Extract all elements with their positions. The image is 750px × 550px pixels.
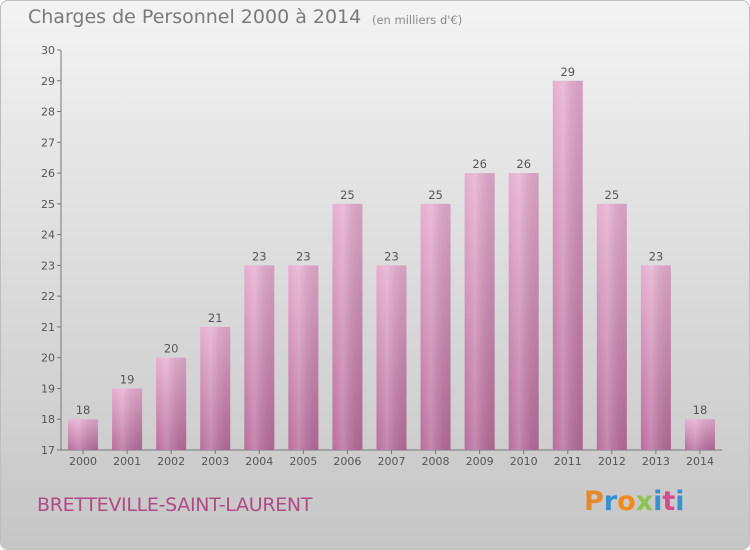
logo-letter: i [675, 486, 685, 517]
x-tick-label: 2004 [245, 455, 273, 468]
x-tick-label: 2013 [642, 455, 670, 468]
chart-unit-label: (en milliers d'€) [372, 13, 463, 27]
x-tick-label: 2009 [466, 455, 494, 468]
chart-title: Charges de Personnel 2000 à 2014 [28, 6, 362, 28]
bar-shading [596, 203, 627, 450]
bar-shading [244, 265, 275, 450]
bar-shading [420, 203, 451, 450]
bar-shading [464, 173, 495, 451]
y-tick-label: 26 [41, 167, 55, 180]
data-label: 29 [560, 65, 575, 79]
data-label: 23 [649, 249, 664, 263]
x-tick-label: 2002 [157, 455, 185, 468]
chart-axes: 17 18 19 20 21 22 23 24 25 26 27 28 29 30 2000 2001 2002… [41, 44, 722, 468]
x-tick-label: 2014 [686, 455, 714, 468]
bar-shading [200, 326, 231, 450]
y-tick-label: 18 [41, 413, 55, 426]
x-tick-label: 2005 [289, 455, 317, 468]
x-tick-label: 2008 [422, 455, 450, 468]
logo-letter: i [653, 486, 663, 517]
x-tick-label: 2007 [378, 455, 406, 468]
y-tick-label: 21 [41, 321, 55, 334]
data-label: 20 [164, 342, 179, 356]
bar-shading [112, 388, 143, 450]
y-tick-label: 30 [41, 44, 55, 57]
bar-shading [552, 80, 583, 451]
x-tick-label: 2000 [69, 455, 97, 468]
logo-letter: P [584, 486, 604, 517]
chart-bars [68, 80, 715, 451]
bar-shading [684, 419, 715, 450]
bar-shading [68, 419, 99, 450]
commune-name: BRETTEVILLE-SAINT-LAURENT [37, 494, 313, 516]
y-tick-label: 24 [41, 229, 55, 242]
logo-letter: o [617, 486, 636, 517]
y-tick-label: 29 [41, 75, 55, 88]
data-label: 23 [252, 249, 267, 263]
data-label: 25 [340, 188, 355, 202]
x-tick-label: 2003 [201, 455, 229, 468]
y-tick-label: 22 [41, 290, 55, 303]
bar-shading [376, 265, 407, 450]
y-tick-label: 28 [41, 106, 55, 119]
data-label: 26 [516, 157, 531, 171]
bar-shading [288, 265, 319, 450]
data-label: 18 [76, 403, 91, 417]
data-label: 21 [208, 311, 223, 325]
x-tick-label: 2010 [510, 455, 538, 468]
y-tick-label: 25 [41, 198, 55, 211]
logo-letter: r [603, 486, 618, 517]
data-label: 19 [120, 372, 135, 386]
data-label: 25 [428, 188, 443, 202]
logo-letter: t [662, 486, 676, 517]
bar-shading [332, 203, 363, 450]
chart-data-labels: 18 19 20 21 23 23 25 23 25 26 26 29 25 23 18 [76, 65, 708, 417]
data-label: 26 [472, 157, 487, 171]
y-tick-label: 20 [41, 352, 55, 365]
x-tick-label: 2012 [598, 455, 626, 468]
data-label: 18 [693, 403, 708, 417]
y-tick-label: 23 [41, 259, 55, 272]
x-tick-label: 2011 [554, 455, 582, 468]
bar-shading [640, 265, 671, 450]
proxiti-logo: Proxiti [584, 486, 685, 517]
bar-shading [508, 173, 539, 451]
data-label: 25 [605, 188, 620, 202]
data-label: 23 [384, 249, 399, 263]
x-tick-label: 2006 [333, 455, 361, 468]
x-tick-label: 2001 [113, 455, 141, 468]
data-label: 23 [296, 249, 311, 263]
y-tick-label: 17 [41, 444, 55, 457]
y-tick-label: 27 [41, 136, 55, 149]
bar-shading [156, 357, 187, 450]
logo-letter: x [635, 486, 654, 517]
y-tick-label: 19 [41, 382, 55, 395]
